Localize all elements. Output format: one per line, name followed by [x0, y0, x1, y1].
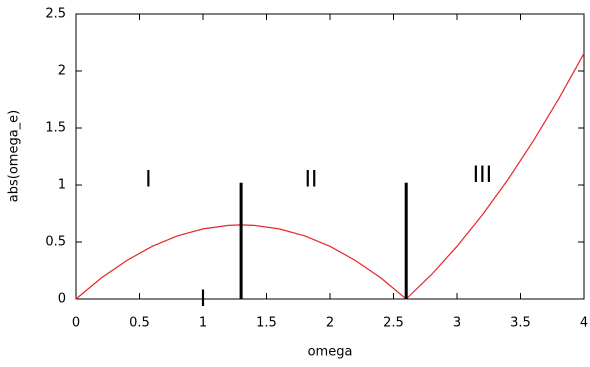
- x-axis-label: omega: [308, 345, 353, 360]
- x-tick-label: 4: [580, 316, 588, 331]
- x-tick-label: 0: [72, 316, 80, 331]
- x-tick-label: 3: [453, 316, 461, 331]
- x-tick-label: 0.5: [129, 316, 150, 331]
- region-label: II: [304, 167, 317, 192]
- y-tick-label: 2.5: [45, 7, 66, 22]
- x-tick-label: 2: [326, 316, 334, 331]
- curve: [75, 53, 585, 300]
- y-tick-label: 1.5: [45, 121, 66, 136]
- x-tick-label: 3.5: [510, 316, 531, 331]
- y-tick-label: 2: [58, 64, 66, 79]
- y-tick-label: 0: [58, 292, 66, 307]
- region-label: I: [145, 167, 152, 192]
- x-tick-label: 1: [199, 316, 207, 331]
- plot-frame: [75, 13, 585, 300]
- region-label: I: [200, 287, 207, 312]
- y-axis-label: abs(omega_e): [7, 110, 22, 202]
- region-label: III: [473, 163, 492, 188]
- y-tick-label: 0.5: [45, 235, 66, 250]
- x-tick-label: 2.5: [383, 316, 404, 331]
- x-tick-label: 1.5: [256, 316, 277, 331]
- y-tick-label: 1: [58, 178, 66, 193]
